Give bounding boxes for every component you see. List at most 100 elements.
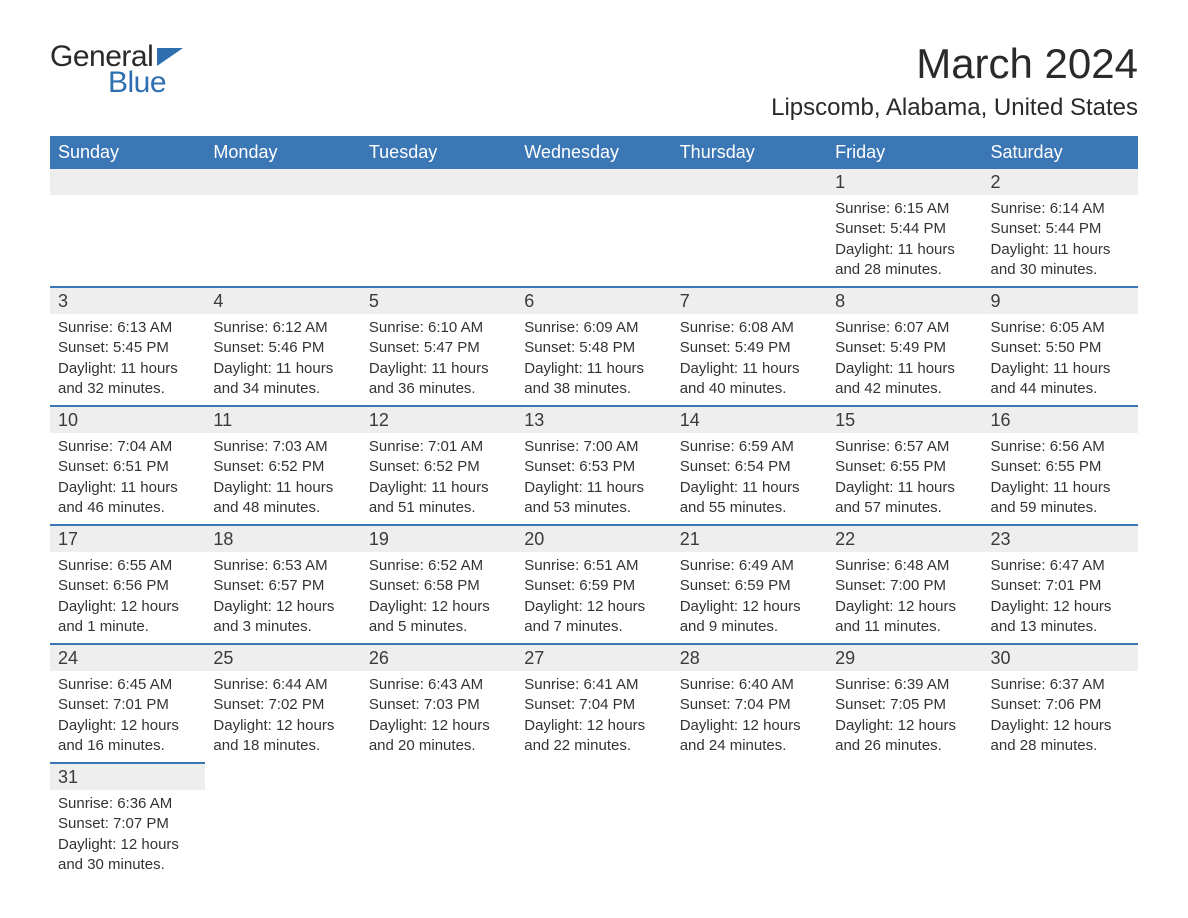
day-detail-cell: Sunrise: 6:13 AMSunset: 5:45 PMDaylight:…: [50, 314, 205, 406]
week-4-daynums: 24252627282930: [50, 644, 1138, 671]
day-number-cell: 9: [983, 287, 1138, 314]
day-detail-cell: Sunrise: 6:57 AMSunset: 6:55 PMDaylight:…: [827, 433, 982, 525]
day-detail-cell: Sunrise: 6:12 AMSunset: 5:46 PMDaylight:…: [205, 314, 360, 406]
day-detail-cell: Sunrise: 6:41 AMSunset: 7:04 PMDaylight:…: [516, 671, 671, 763]
day-sunrise: Sunrise: 6:14 AM: [991, 199, 1130, 219]
day-sunset: Sunset: 7:06 PM: [991, 695, 1130, 715]
day-detail-cell: Sunrise: 6:52 AMSunset: 6:58 PMDaylight:…: [361, 552, 516, 644]
day-detail-cell: Sunrise: 7:04 AMSunset: 6:51 PMDaylight:…: [50, 433, 205, 525]
day-dl1: Daylight: 12 hours: [213, 716, 352, 736]
day-dl1: Daylight: 12 hours: [835, 597, 974, 617]
day-number-cell: 3: [50, 287, 205, 314]
day-number-cell: [516, 169, 671, 195]
day-dl1: Daylight: 12 hours: [524, 597, 663, 617]
day-number-cell: 19: [361, 525, 516, 552]
day-sunset: Sunset: 6:51 PM: [58, 457, 197, 477]
weekday-row: SundayMondayTuesdayWednesdayThursdayFrid…: [50, 136, 1138, 169]
week-1-daynums: 3456789: [50, 287, 1138, 314]
day-detail-cell: Sunrise: 6:40 AMSunset: 7:04 PMDaylight:…: [672, 671, 827, 763]
day-sunrise: Sunrise: 7:04 AM: [58, 437, 197, 457]
day-number-cell: 1: [827, 169, 982, 195]
logo: General Blue: [50, 40, 183, 100]
day-dl1: Daylight: 11 hours: [213, 359, 352, 379]
day-sunset: Sunset: 6:54 PM: [680, 457, 819, 477]
calendar-body: 12Sunrise: 6:15 AMSunset: 5:44 PMDayligh…: [50, 169, 1138, 881]
day-detail-cell: Sunrise: 6:09 AMSunset: 5:48 PMDaylight:…: [516, 314, 671, 406]
day-detail-cell: Sunrise: 6:10 AMSunset: 5:47 PMDaylight:…: [361, 314, 516, 406]
day-sunrise: Sunrise: 6:10 AM: [369, 318, 508, 338]
day-sunset: Sunset: 5:48 PM: [524, 338, 663, 358]
week-3-daynums: 17181920212223: [50, 525, 1138, 552]
day-dl2: and 3 minutes.: [213, 617, 352, 637]
day-detail-cell: Sunrise: 6:15 AMSunset: 5:44 PMDaylight:…: [827, 195, 982, 287]
day-dl2: and 38 minutes.: [524, 379, 663, 399]
day-dl1: Daylight: 12 hours: [680, 597, 819, 617]
day-dl2: and 44 minutes.: [991, 379, 1130, 399]
weekday-wednesday: Wednesday: [516, 136, 671, 169]
day-sunrise: Sunrise: 6:05 AM: [991, 318, 1130, 338]
day-dl2: and 57 minutes.: [835, 498, 974, 518]
day-sunrise: Sunrise: 6:13 AM: [58, 318, 197, 338]
day-number-cell: 14: [672, 406, 827, 433]
week-4-details: Sunrise: 6:45 AMSunset: 7:01 PMDaylight:…: [50, 671, 1138, 763]
day-sunrise: Sunrise: 6:59 AM: [680, 437, 819, 457]
calendar-table: SundayMondayTuesdayWednesdayThursdayFrid…: [50, 136, 1138, 881]
day-detail-cell: Sunrise: 6:49 AMSunset: 6:59 PMDaylight:…: [672, 552, 827, 644]
day-dl2: and 51 minutes.: [369, 498, 508, 518]
day-dl2: and 9 minutes.: [680, 617, 819, 637]
day-detail-cell: Sunrise: 6:14 AMSunset: 5:44 PMDaylight:…: [983, 195, 1138, 287]
day-sunset: Sunset: 6:52 PM: [213, 457, 352, 477]
day-number-cell: 20: [516, 525, 671, 552]
day-dl1: Daylight: 11 hours: [835, 240, 974, 260]
day-dl1: Daylight: 12 hours: [369, 716, 508, 736]
day-number-cell: 30: [983, 644, 1138, 671]
day-dl1: Daylight: 11 hours: [680, 359, 819, 379]
day-sunrise: Sunrise: 6:53 AM: [213, 556, 352, 576]
month-title: March 2024: [771, 40, 1138, 88]
weekday-thursday: Thursday: [672, 136, 827, 169]
day-number-cell: 11: [205, 406, 360, 433]
day-sunrise: Sunrise: 6:51 AM: [524, 556, 663, 576]
day-sunrise: Sunrise: 6:47 AM: [991, 556, 1130, 576]
location: Lipscomb, Alabama, United States: [771, 94, 1138, 122]
week-0-details: Sunrise: 6:15 AMSunset: 5:44 PMDaylight:…: [50, 195, 1138, 287]
day-dl1: Daylight: 11 hours: [58, 359, 197, 379]
day-number-cell: [50, 169, 205, 195]
day-sunset: Sunset: 5:44 PM: [835, 219, 974, 239]
day-sunrise: Sunrise: 6:07 AM: [835, 318, 974, 338]
weekday-friday: Friday: [827, 136, 982, 169]
day-sunset: Sunset: 7:04 PM: [680, 695, 819, 715]
week-2-details: Sunrise: 7:04 AMSunset: 6:51 PMDaylight:…: [50, 433, 1138, 525]
day-dl2: and 34 minutes.: [213, 379, 352, 399]
day-detail-cell: [205, 790, 360, 881]
day-dl2: and 20 minutes.: [369, 736, 508, 756]
day-dl2: and 30 minutes.: [991, 260, 1130, 280]
day-number-cell: 21: [672, 525, 827, 552]
day-number-cell: 26: [361, 644, 516, 671]
day-dl2: and 40 minutes.: [680, 379, 819, 399]
day-sunrise: Sunrise: 6:12 AM: [213, 318, 352, 338]
weekday-saturday: Saturday: [983, 136, 1138, 169]
day-number-cell: 24: [50, 644, 205, 671]
day-dl1: Daylight: 12 hours: [58, 597, 197, 617]
day-number-cell: 13: [516, 406, 671, 433]
day-dl1: Daylight: 12 hours: [58, 835, 197, 855]
weekday-tuesday: Tuesday: [361, 136, 516, 169]
flag-icon: [157, 48, 183, 66]
day-sunrise: Sunrise: 7:00 AM: [524, 437, 663, 457]
day-dl2: and 30 minutes.: [58, 855, 197, 875]
calendar-header: SundayMondayTuesdayWednesdayThursdayFrid…: [50, 136, 1138, 169]
day-sunset: Sunset: 6:52 PM: [369, 457, 508, 477]
day-sunset: Sunset: 6:58 PM: [369, 576, 508, 596]
day-sunset: Sunset: 7:04 PM: [524, 695, 663, 715]
day-dl2: and 28 minutes.: [835, 260, 974, 280]
day-sunrise: Sunrise: 6:37 AM: [991, 675, 1130, 695]
day-sunset: Sunset: 7:07 PM: [58, 814, 197, 834]
day-number-cell: 18: [205, 525, 360, 552]
day-dl2: and 32 minutes.: [58, 379, 197, 399]
day-dl1: Daylight: 12 hours: [835, 716, 974, 736]
day-dl1: Daylight: 11 hours: [369, 359, 508, 379]
day-number-cell: 16: [983, 406, 1138, 433]
week-5-details: Sunrise: 6:36 AMSunset: 7:07 PMDaylight:…: [50, 790, 1138, 881]
title-block: March 2024 Lipscomb, Alabama, United Sta…: [771, 40, 1138, 122]
